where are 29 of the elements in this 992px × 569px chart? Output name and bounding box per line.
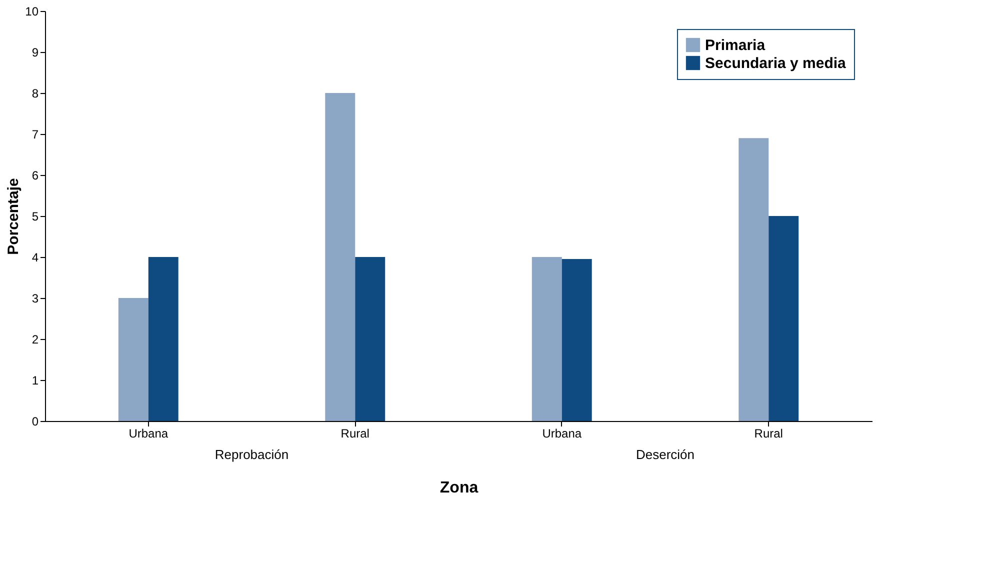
- y-tick-label: 7: [32, 128, 39, 142]
- y-tick-label: 3: [32, 292, 39, 306]
- bar: [768, 216, 799, 421]
- y-tick-label: 1: [32, 374, 39, 388]
- y-tick-label: 8: [32, 86, 39, 100]
- y-tick-label: 0: [32, 414, 39, 428]
- y-axis-title: Porcentaje: [5, 178, 22, 255]
- x-tick-label: Urbana: [542, 426, 582, 440]
- y-tick-label: 6: [32, 168, 39, 182]
- bar: [325, 93, 356, 421]
- x-tick-label: Urbana: [128, 426, 168, 440]
- x-tick-label: Rural: [340, 426, 370, 440]
- y-tick-label: 10: [25, 4, 39, 18]
- y-tick-label: 2: [32, 332, 39, 346]
- y-tick-label: 5: [32, 210, 39, 224]
- y-tick-label: 9: [32, 46, 39, 60]
- text: Deserción: [636, 447, 695, 462]
- bar: [355, 257, 386, 421]
- legend-label: Primaria: [705, 37, 766, 54]
- x-axis-title: Zona: [440, 480, 478, 496]
- bar: [738, 138, 769, 421]
- legend-label: Secundaria y media: [705, 55, 847, 72]
- bar: [562, 259, 592, 421]
- text: Reprobación: [214, 447, 289, 462]
- bar: [118, 298, 148, 421]
- bar: [148, 257, 178, 421]
- bar: [532, 257, 562, 421]
- x-tick-label: Rural: [754, 426, 783, 440]
- y-tick-label: 4: [32, 250, 39, 264]
